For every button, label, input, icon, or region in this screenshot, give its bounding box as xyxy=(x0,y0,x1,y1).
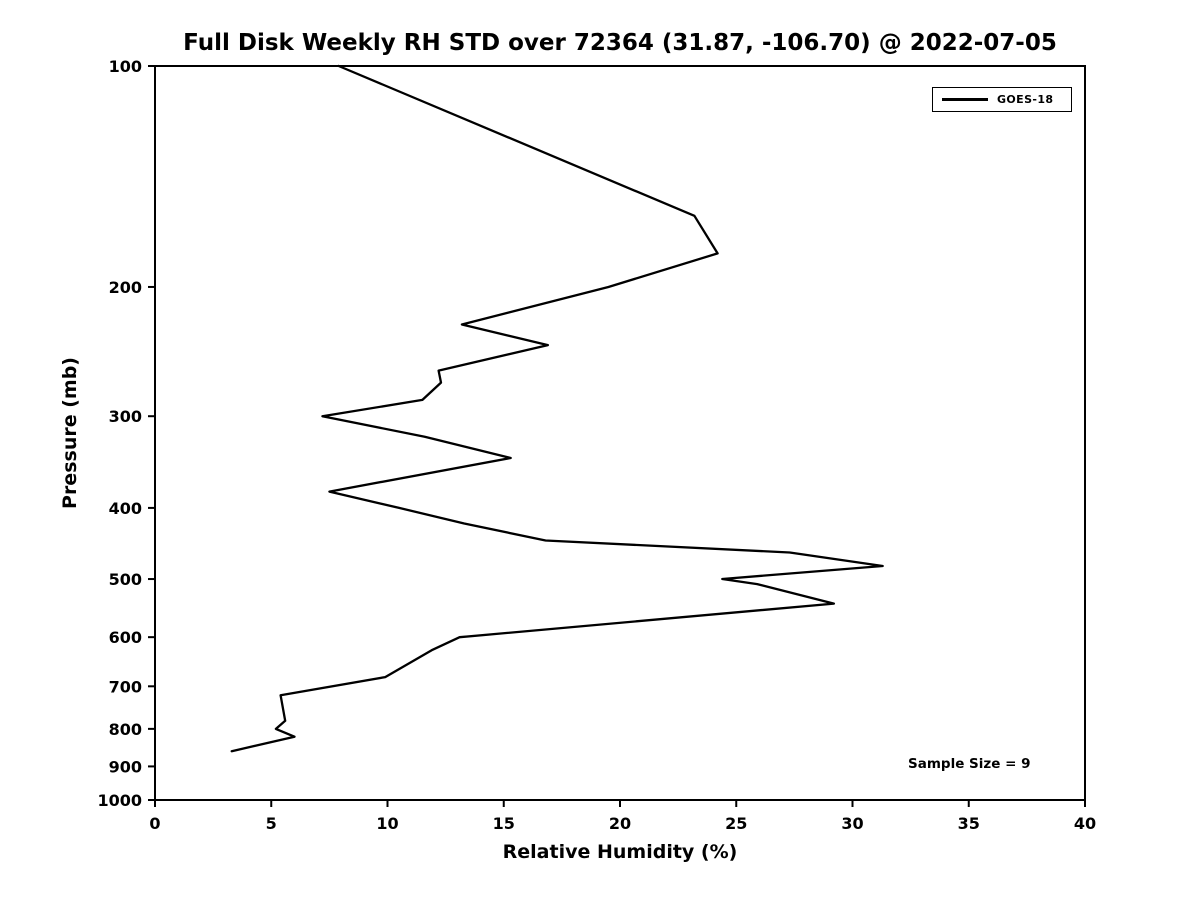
svg-text:20: 20 xyxy=(609,814,631,833)
svg-text:900: 900 xyxy=(109,757,142,776)
svg-text:300: 300 xyxy=(109,407,142,426)
svg-text:0: 0 xyxy=(149,814,160,833)
svg-text:500: 500 xyxy=(109,570,142,589)
svg-text:400: 400 xyxy=(109,499,142,518)
svg-text:600: 600 xyxy=(109,628,142,647)
legend-label-goes-18: GOES-18 xyxy=(997,93,1054,106)
legend: GOES-18 xyxy=(932,87,1072,112)
svg-text:10: 10 xyxy=(376,814,398,833)
svg-text:35: 35 xyxy=(958,814,980,833)
plot-frame xyxy=(154,65,1086,801)
chart-title: Full Disk Weekly RH STD over 72364 (31.8… xyxy=(183,30,1057,56)
svg-text:5: 5 xyxy=(266,814,277,833)
svg-text:800: 800 xyxy=(109,720,142,739)
svg-text:15: 15 xyxy=(493,814,515,833)
svg-text:30: 30 xyxy=(841,814,863,833)
svg-text:100: 100 xyxy=(109,57,142,76)
y-axis-ticks: 100 200 300 400 500 600 700 800 900 1000 xyxy=(97,57,155,810)
x-axis-label: Relative Humidity (%) xyxy=(502,841,738,863)
svg-text:700: 700 xyxy=(109,677,142,696)
x-axis-ticks: 0 5 10 15 20 25 30 35 40 xyxy=(149,800,1096,833)
sample-size-annotation: Sample Size = 9 xyxy=(908,756,1031,772)
svg-text:200: 200 xyxy=(109,278,142,297)
svg-text:1000: 1000 xyxy=(97,791,142,810)
data-line-goes-18 xyxy=(230,64,884,753)
svg-text:25: 25 xyxy=(725,814,747,833)
legend-line-sample xyxy=(942,98,988,101)
svg-text:40: 40 xyxy=(1074,814,1096,833)
y-axis-label: Pressure (mb) xyxy=(59,357,81,509)
